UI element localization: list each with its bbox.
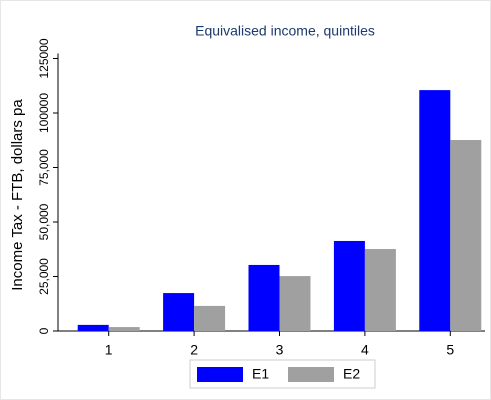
bar xyxy=(163,293,195,331)
legend-swatch xyxy=(288,367,334,382)
y-tick-label: 75,000 xyxy=(37,149,51,186)
bar xyxy=(248,264,280,331)
x-tick-label: 4 xyxy=(361,342,369,358)
y-tick-label: 0 xyxy=(37,327,51,334)
x-tick-label: 3 xyxy=(276,342,284,358)
x-tick-label: 1 xyxy=(105,342,113,358)
x-tick-label: 2 xyxy=(190,342,198,358)
legend-label: E1 xyxy=(252,366,269,382)
bar xyxy=(108,327,140,331)
y-tick-label: 100000 xyxy=(37,93,51,133)
bar xyxy=(333,240,365,331)
y-tick-label: 125000 xyxy=(37,38,51,78)
bar xyxy=(364,249,396,331)
bar xyxy=(194,305,226,331)
chart-title: Equivalised income, quintiles xyxy=(195,23,375,39)
bar xyxy=(419,90,451,331)
bar xyxy=(450,140,482,331)
legend-swatch xyxy=(197,367,243,382)
bar xyxy=(77,324,109,331)
x-tick-label: 5 xyxy=(446,342,454,358)
y-tick-label: 50,000 xyxy=(37,203,51,240)
y-axis-label: Income Tax - FTB, dollars pa xyxy=(9,99,26,291)
bar xyxy=(279,276,311,331)
legend-label: E2 xyxy=(343,366,360,382)
y-tick-label: 25,000 xyxy=(37,258,51,295)
